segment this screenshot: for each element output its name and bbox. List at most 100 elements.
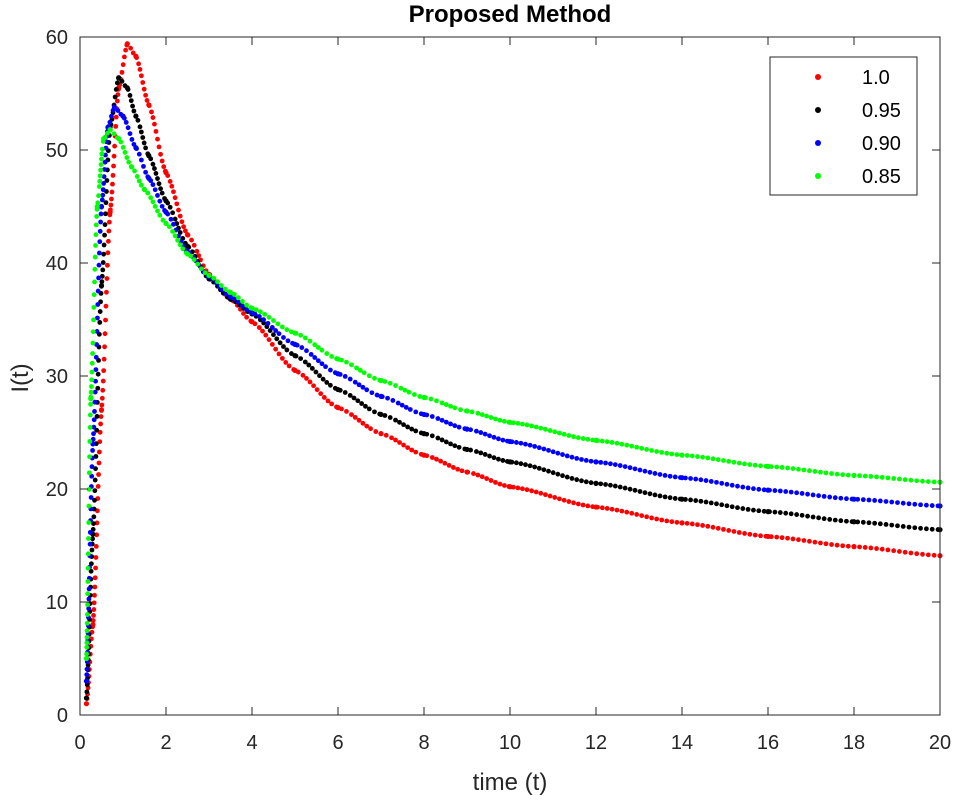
curve-dot [102,232,107,238]
curve-dot [344,408,349,414]
curve-dot [130,50,136,56]
curve-dot [349,362,354,368]
curve-dot [138,182,144,188]
curve-dot [925,552,931,558]
curve-dot [366,406,372,412]
curve-dot [448,403,453,409]
curve-dot [908,477,914,483]
curve-dot [111,153,117,159]
curve-dot [248,309,254,315]
curve-dot [583,458,589,463]
curve-dot [657,493,663,499]
curve-dot [294,342,300,348]
curve-dot [751,486,756,492]
curve-dot [110,108,116,113]
curve-dot [923,526,929,532]
curve-dot [866,520,872,526]
curve-dot [550,470,556,476]
curve-dot [91,607,97,612]
curve-dot [93,243,98,248]
curve-dot [98,414,104,420]
curve-dot [170,229,176,234]
curve-dot [372,375,377,381]
curve-dot [862,473,868,479]
curve-dot [860,519,866,525]
curve-dot [98,421,104,427]
curve-dot [536,445,542,451]
curve-dot [149,109,154,115]
curve-dot [513,460,519,466]
curve-dot [99,408,104,413]
curve-dot [724,481,730,487]
curve-dot [527,442,533,448]
curve-dot [801,538,807,543]
curve-dot [779,535,785,541]
curve-dot [356,417,362,423]
curve-dot [413,409,419,415]
curve-dot [153,171,159,176]
curve-dot [84,644,90,650]
curve-dot [488,415,494,420]
curve-dot [150,161,156,167]
curve-dot [136,178,142,184]
curve-dot [772,509,778,515]
curve-dot [88,495,94,500]
curve-dot [97,320,103,325]
curve-dot [609,506,615,512]
curve-dot [286,363,292,369]
curve-dot [599,438,605,444]
curve-dot [763,533,769,539]
curve-dot [103,200,109,206]
curve-dot [448,421,453,427]
curve-dot [150,199,156,205]
curve-dot [106,228,112,234]
curve-dot [271,318,276,323]
curve-dot [88,384,94,389]
curve-dot [689,521,695,527]
curve-dot [614,507,620,513]
curve-dot [488,478,494,483]
curve-dot [845,472,851,478]
curve-dot [90,351,95,356]
curve-dot [468,447,473,453]
curve-dot [107,207,113,213]
data-point [83,678,90,684]
curve-dot [91,514,97,520]
curve-dot [99,283,104,289]
curve-dot [359,401,365,406]
curve-dot [146,103,152,109]
curve-dot [450,465,456,470]
curve-dot [191,242,197,248]
curve-dot [177,242,183,248]
curve-dot [929,526,935,532]
curve-dot [468,427,473,433]
curve-dot [662,494,668,500]
curve-dot [484,413,490,419]
curve-dot [726,528,732,533]
curve-dot [138,73,144,79]
curve-dot [518,461,524,467]
curve-dot [401,422,406,428]
curve-dot [92,592,97,598]
curve-dot [885,547,891,553]
legend: 1.0 0.95 0.90 0.85 [769,56,918,196]
curve-dot [86,470,92,476]
curve-dot [908,550,914,556]
x-tick-label: 10 [499,732,521,754]
curve-dot [95,484,101,489]
curve-dot [276,351,282,357]
curve-dot [487,453,492,459]
curve-dot [162,207,167,213]
curve-dot [101,174,107,180]
curve-dot [731,459,737,465]
curve-dot [393,437,398,443]
curve-dot [579,457,584,462]
curve-dot [103,303,109,309]
curve-dot [372,409,377,415]
curve-dot [88,568,94,574]
curve-dot [788,489,794,495]
curve-dot [644,514,650,520]
curve-dot [240,303,245,309]
curve-dot [126,159,132,165]
curve-dot [710,524,716,530]
